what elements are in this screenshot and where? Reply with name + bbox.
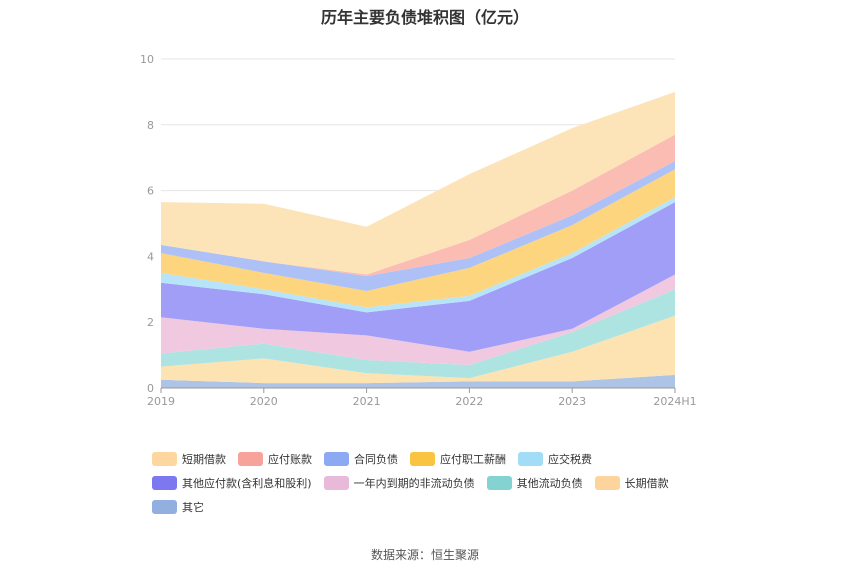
x-tick-label: 2024H1: [653, 395, 696, 408]
legend-label: 其它: [182, 501, 204, 514]
legend: 短期借款 应付账款 合同负债 应付职工薪酬 应交税费其他应付款(含利息和股利) 一年内到期…: [152, 447, 712, 519]
legend-label: 长期借款: [624, 477, 669, 490]
legend-item[interactable]: 长期借款: [594, 471, 669, 495]
y-tick-label: 0: [147, 382, 154, 395]
legend-item[interactable]: 应付账款: [238, 447, 312, 471]
legend-swatch: [410, 452, 435, 466]
area-series-2: [161, 289, 675, 379]
area-series-8: [161, 134, 675, 277]
legend-label: 其他应付款(含利息和股利): [182, 477, 312, 490]
y-tick-label: 6: [147, 185, 154, 198]
legend-swatch: [486, 476, 512, 490]
legend-swatch: [152, 452, 177, 466]
area-series-9: [161, 91, 675, 275]
legend-item[interactable]: 合同负债: [324, 447, 398, 471]
y-tick-label: 8: [147, 119, 154, 132]
x-tick-label: 2021: [353, 395, 381, 408]
legend-item[interactable]: 应交税费: [518, 447, 592, 471]
legend-swatch: [324, 452, 349, 466]
x-tick-label: 2023: [558, 395, 586, 408]
area-series-3: [161, 274, 675, 365]
legend-label: 短期借款: [182, 453, 226, 466]
area-series-0: [161, 374, 675, 388]
area-series: [161, 91, 675, 388]
legend-item[interactable]: 短期借款: [152, 447, 226, 471]
legend-swatch: [238, 452, 263, 466]
legend-label: 应交税费: [548, 453, 592, 466]
legend-item[interactable]: 应付职工薪酬: [410, 447, 506, 471]
area-series-1: [161, 315, 675, 384]
legend-swatch: [152, 476, 177, 490]
chart-title: 历年主要负债堆积图（亿元）: [320, 8, 529, 27]
legend-swatch: [152, 500, 177, 514]
legend-label: 应付职工薪酬: [440, 453, 506, 466]
area-series-4: [161, 202, 675, 352]
legend-swatch: [518, 452, 543, 466]
area-series-6: [161, 169, 675, 308]
x-tick-label: 2020: [250, 395, 278, 408]
y-tick-label: 10: [140, 53, 154, 66]
legend-item[interactable]: 其他应付款(含利息和股利): [152, 471, 312, 495]
legend-label: 其他流动负债: [516, 477, 583, 490]
legend-swatch: [323, 476, 349, 490]
legend-item[interactable]: 一年内到期的非流动负债: [323, 471, 475, 495]
legend-label: 合同负债: [354, 453, 398, 466]
legend-label: 应付账款: [268, 453, 312, 466]
legend-swatch: [594, 476, 620, 490]
y-tick-label: 4: [147, 250, 154, 263]
axes: 0 2 4 6 8 10 2019 2020 2021 2022 2023 2024H1: [140, 53, 697, 408]
legend-item[interactable]: 其他流动负债: [486, 471, 583, 495]
source-note: 数据来源：恒生聚源: [370, 548, 479, 562]
area-series-5: [161, 197, 675, 313]
x-tick-label: 2019: [147, 395, 175, 408]
y-tick-label: 2: [147, 316, 154, 329]
legend-label: 一年内到期的非流动负债: [353, 477, 475, 490]
x-tick-label: 2022: [455, 395, 483, 408]
legend-item[interactable]: 其它: [152, 495, 204, 519]
